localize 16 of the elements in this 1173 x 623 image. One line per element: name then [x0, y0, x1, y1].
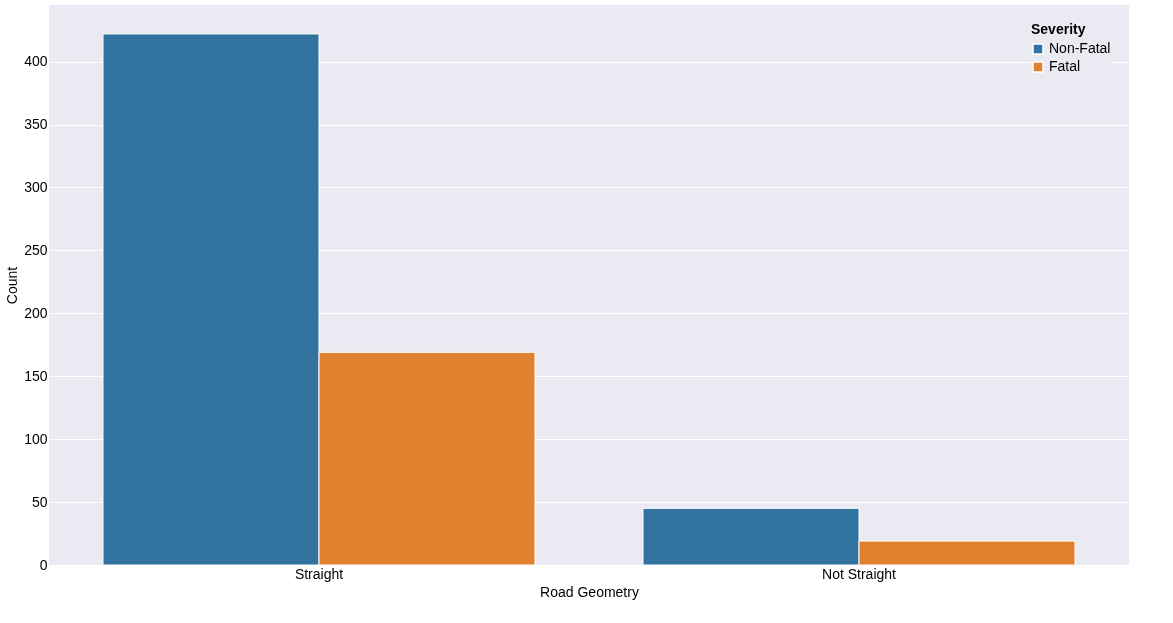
x-axis-title: Road Geometry	[540, 583, 639, 600]
y-tick-label: 350	[24, 116, 48, 133]
y-tick-label: 250	[24, 241, 48, 258]
y-tick-label: 400	[24, 53, 48, 70]
y-tick-label: 0	[39, 556, 48, 573]
x-tick-label: Not Straight	[822, 565, 897, 582]
legend-label: Fatal	[1049, 58, 1081, 74]
y-tick-label: 100	[24, 430, 48, 447]
y-tick-label: 50	[31, 493, 48, 510]
legend-title: Severity	[1031, 21, 1086, 37]
legend-label: Non-Fatal	[1049, 40, 1111, 56]
y-tick-label: 300	[24, 178, 48, 195]
y-tick-label: 150	[24, 367, 48, 384]
y-tick-label: 200	[24, 304, 48, 321]
x-tick-label: Straight	[294, 565, 344, 582]
y-axis-title: Count	[4, 266, 21, 305]
